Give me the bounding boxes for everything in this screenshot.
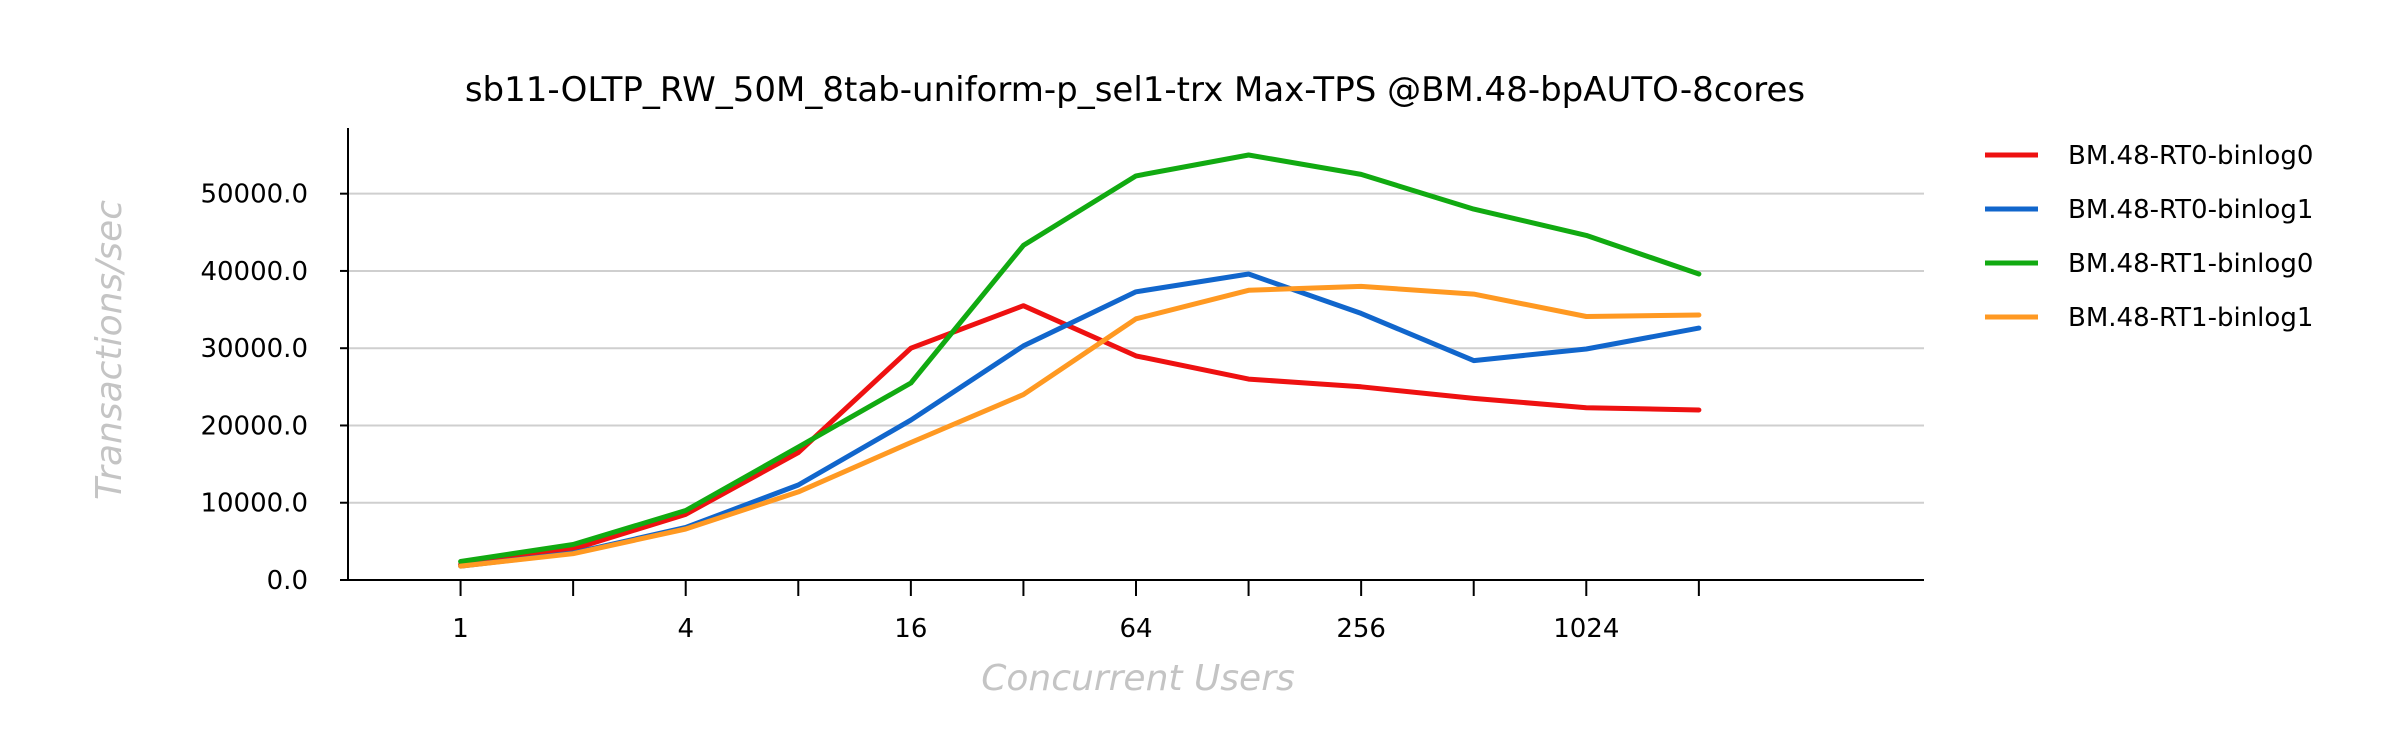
legend-label: BM.48-RT0-binlog1 [2068,195,2313,225]
y-tick-labels: 0.0 10000.0 20000.0 30000.0 40000.0 50000.0 [200,180,348,596]
x-tick-label: 256 [1336,614,1386,644]
chart-title: sb11-OLTP_RW_50M_8tab-uniform-p_sel1-trx… [465,70,1805,110]
x-tick-label: 16 [894,614,927,644]
y-tick-label: 30000.0 [200,334,308,364]
series-line [458,283,1702,569]
y-tick-label: 50000.0 [200,180,308,210]
x-tick-label: 1024 [1553,614,1619,644]
y-tick-label: 0.0 [267,566,308,596]
x-axis-label: Concurrent Users [981,658,1295,699]
legend-label: BM.48-RT1-binlog0 [2068,249,2313,279]
x-tick-label: 1 [452,614,469,644]
y-tick-label: 10000.0 [200,489,308,519]
series-line [458,303,1702,567]
legend-label: BM.48-RT1-binlog1 [2068,303,2313,333]
series-lines [458,152,1702,569]
y-axis-label: Transactions/sec [89,200,130,500]
series-line [458,152,1702,564]
grid-lines [348,192,1924,504]
legend: BM.48-RT0-binlog0 BM.48-RT0-binlog1 BM.48-… [1985,141,2313,333]
y-tick-label: 20000.0 [200,411,308,441]
y-tick-label: 40000.0 [200,257,308,287]
legend-label: BM.48-RT0-binlog0 [2068,141,2313,171]
x-tick-label: 64 [1119,614,1152,644]
x-tick-label: 4 [677,614,694,644]
x-tick-labels: 1 4 16 64 256 1024 [452,580,1700,644]
